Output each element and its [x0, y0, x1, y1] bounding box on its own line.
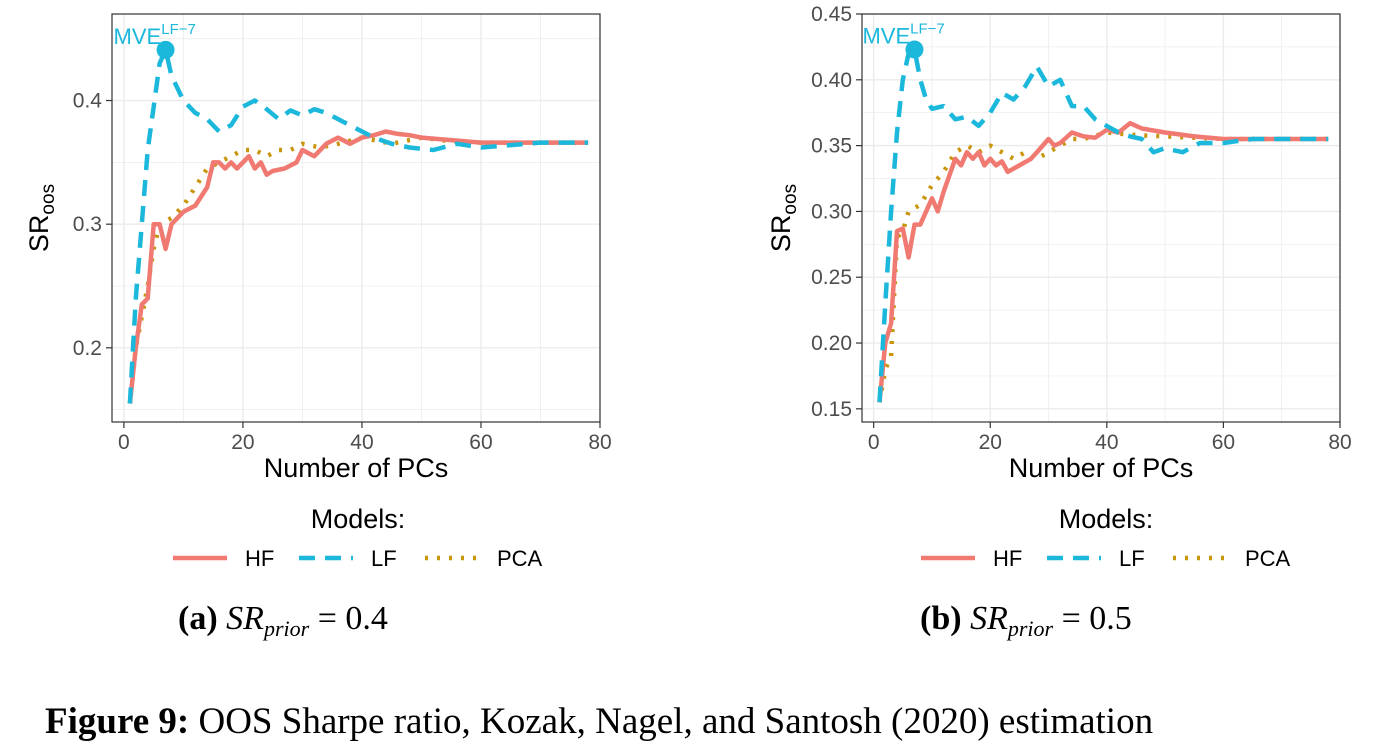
plot-border — [111, 13, 601, 423]
panel-a-label: (a) — [178, 600, 218, 637]
panel-b-symbol: SR — [970, 600, 1008, 637]
y-axis-title: SRoos — [766, 184, 801, 252]
legend-title: Models: — [311, 504, 406, 534]
panel-b-label: (b) — [920, 600, 962, 637]
x-tick-label: 60 — [1212, 431, 1235, 454]
x-tick-label: 40 — [1095, 431, 1118, 454]
grid-minor — [862, 14, 1340, 422]
x-tick-label: 60 — [469, 431, 492, 454]
x-tick-label: 80 — [588, 431, 611, 454]
x-tick-label: 0 — [118, 431, 130, 454]
y-tick-label: 0.35 — [811, 135, 852, 158]
legend-label-hf: HF — [993, 546, 1022, 571]
y-axis-title: SRoos — [24, 184, 59, 252]
panel-b-subscript: prior — [1007, 616, 1054, 641]
y-tick-label: 0.4 — [73, 90, 103, 113]
x-tick-label: 20 — [979, 431, 1002, 454]
panel-a-rhs: = 0.4 — [317, 600, 388, 637]
figure-caption: Figure 9: OOS Sharpe ratio, Kozak, Nagel… — [45, 700, 1153, 743]
y-tick-label: 0.15 — [811, 398, 852, 421]
figure-text: OOS Sharpe ratio, Kozak, Nagel, and Sant… — [198, 701, 1154, 742]
y-tick-label: 0.2 — [73, 337, 102, 360]
y-tick-label: 0.20 — [811, 332, 852, 355]
x-tick-label: 40 — [350, 431, 373, 454]
x-axis-title: Number of PCs — [264, 453, 449, 483]
grid-major — [112, 14, 601, 422]
panel-a-symbol: SR — [226, 600, 264, 637]
chart-b-svg: 0 20 40 60 80 0.15 0.20 0.25 0.30 0.35 0.40 0.45 MVE… — [766, 3, 1352, 571]
legend: Models: HF LF PCA — [921, 504, 1291, 571]
legend-label-lf: LF — [371, 546, 397, 571]
y-tick-label: 0.40 — [811, 69, 852, 92]
legend: Models: HF LF PCA — [173, 504, 543, 571]
panel-a-subscript: prior — [263, 616, 310, 641]
chart-panel-b: 0 20 40 60 80 0.15 0.20 0.25 0.30 0.35 0.40 0.45 MVE… — [700, 0, 1380, 660]
panel-b-rhs: = 0.5 — [1061, 600, 1132, 637]
series-line-hf — [877, 120, 1329, 403]
legend-label-hf: HF — [245, 546, 274, 571]
mve-marker — [156, 40, 175, 59]
mve-annotation-superscript: LF−7 — [910, 21, 945, 38]
mve-marker — [905, 40, 924, 59]
series-line-hf — [127, 129, 589, 404]
grid-minor — [112, 14, 600, 422]
mve-annotation-label: MVELF−7 — [862, 21, 944, 49]
y-tick-label: 0.45 — [811, 3, 852, 26]
series-line-lf — [877, 47, 1329, 403]
mve-annotation-superscript: LF−7 — [161, 21, 196, 38]
figure-label: Figure 9: — [45, 701, 190, 742]
legend-label-pca: PCA — [497, 546, 543, 571]
y-tick-label: 0.25 — [811, 266, 852, 289]
legend-label-pca: PCA — [1245, 546, 1291, 571]
x-axis-title: Number of PCs — [1009, 453, 1194, 483]
legend-title: Models: — [1059, 504, 1154, 534]
plot-border — [861, 13, 1341, 423]
panel-b-caption: (b) SRprior = 0.5 — [920, 600, 1132, 642]
chart-panel-a: 0 20 40 60 80 0.2 0.3 0.4 MVELF−7 Number of PCs SR… — [0, 0, 680, 660]
series-line-pca — [877, 130, 1329, 403]
y-tick-label: 0.3 — [73, 213, 102, 236]
series-line-lf — [127, 47, 589, 404]
panel-a-caption: (a) SRprior = 0.4 — [178, 600, 388, 642]
x-tick-label: 80 — [1328, 431, 1351, 454]
x-tick-label: 20 — [231, 431, 254, 454]
x-tick-label: 0 — [868, 431, 880, 454]
legend-label-lf: LF — [1119, 546, 1145, 571]
y-axis-title-subscript: oos — [780, 184, 801, 215]
grid-major — [862, 13, 1341, 422]
series-line-pca — [127, 135, 589, 404]
y-tick-label: 0.30 — [811, 200, 852, 223]
y-axis-title-subscript: oos — [38, 184, 59, 215]
